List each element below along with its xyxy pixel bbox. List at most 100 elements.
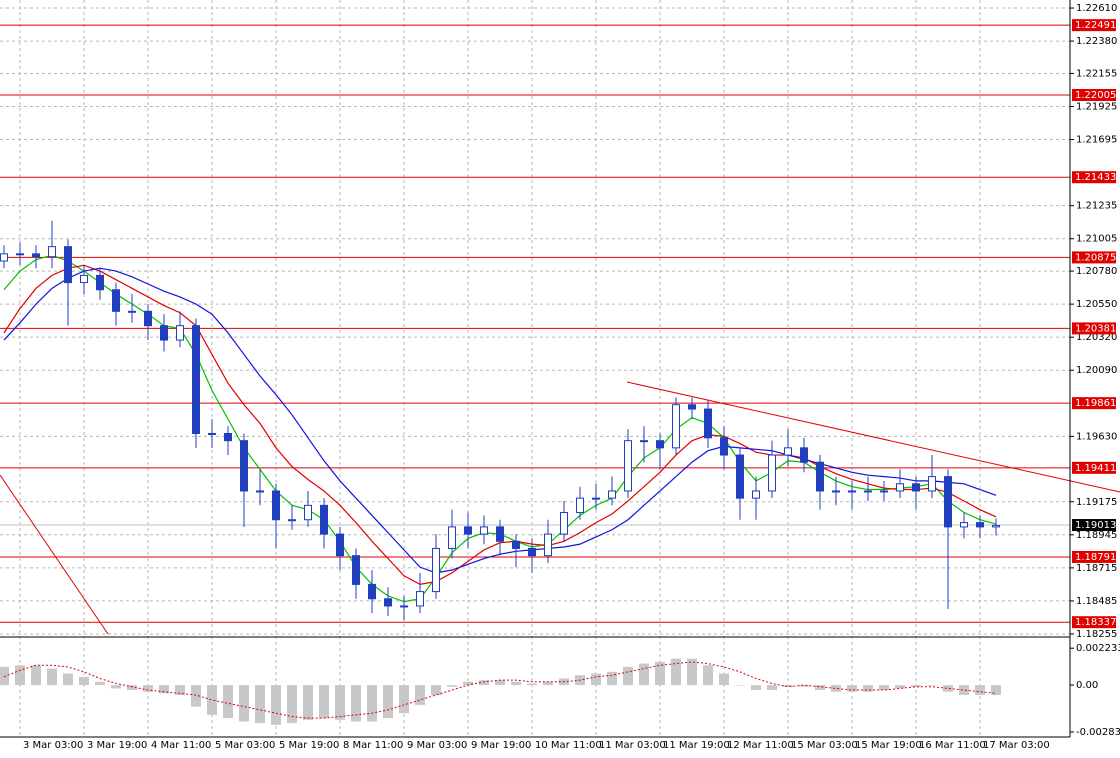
x-tick-label: 5 Mar 19:00	[279, 740, 339, 751]
x-tick-label: 15 Mar 03:00	[791, 740, 858, 751]
histogram-bar	[703, 665, 713, 686]
candle-body	[816, 461, 824, 492]
histogram-bar	[143, 685, 153, 692]
level-label: 1.21433	[1075, 172, 1116, 183]
level-label: 1.19411	[1075, 463, 1116, 474]
candle-body	[224, 432, 232, 442]
candle-body	[128, 310, 136, 313]
histogram-bar	[655, 661, 665, 686]
level-label-box	[1072, 322, 1116, 335]
candle-body	[48, 246, 56, 258]
histogram-bar	[175, 685, 185, 696]
candle-body	[544, 533, 552, 557]
x-tick-label: 11 Mar 03:00	[599, 740, 666, 751]
histogram-bar	[735, 685, 745, 686]
histogram-bar	[831, 685, 841, 692]
candle-body	[928, 476, 936, 492]
candle-body	[448, 526, 456, 549]
level-label: 1.22491	[1075, 20, 1116, 31]
level-label-box	[1072, 616, 1116, 629]
y-tick-label: 1.21235	[1076, 201, 1117, 212]
histogram-bar	[127, 685, 137, 691]
candle-body	[624, 440, 632, 492]
level-label-box	[1072, 171, 1116, 184]
level-label: 1.22005	[1075, 90, 1116, 101]
candle-body	[784, 447, 792, 456]
histogram-bar	[815, 685, 825, 691]
candle-body	[720, 437, 728, 456]
y-tick-label: 1.18255	[1076, 629, 1117, 640]
histogram-bar	[463, 681, 473, 686]
histogram-bar	[319, 685, 329, 719]
candle-body	[960, 522, 968, 528]
candle-body	[240, 440, 248, 492]
candle-body	[256, 490, 264, 493]
histogram-bar	[639, 663, 649, 686]
histogram-bar	[159, 685, 169, 694]
candle-body	[432, 547, 440, 593]
histogram-bar	[719, 673, 729, 686]
histogram-bar	[207, 685, 217, 715]
y-tick-label: 1.22610	[1076, 3, 1117, 14]
candle-body	[704, 408, 712, 439]
histogram-bar	[911, 685, 921, 687]
candle-body	[736, 454, 744, 499]
y-tick-label: 0.002233	[1076, 643, 1120, 654]
x-tick-label: 9 Mar 19:00	[471, 740, 531, 751]
y-tick-label: 1.18945	[1076, 530, 1117, 541]
candle-body	[384, 598, 392, 607]
x-tick-label: 10 Mar 11:00	[535, 740, 602, 751]
y-tick-label: 1.19175	[1076, 497, 1117, 508]
candle-body	[416, 591, 424, 607]
x-tick-label: 8 Mar 11:00	[343, 740, 403, 751]
y-tick-label: 0.00	[1076, 680, 1098, 691]
y-tick-label: 1.20550	[1076, 299, 1117, 310]
level-label-box	[1072, 89, 1116, 102]
histogram-bar	[0, 666, 9, 686]
candle-body	[672, 404, 680, 449]
histogram-bar	[495, 680, 505, 686]
y-tick-label: 1.18485	[1076, 596, 1117, 607]
candle-body	[864, 490, 872, 493]
y-tick-label: 1.20090	[1076, 365, 1117, 376]
candle-body	[80, 274, 88, 284]
histogram-bar	[15, 665, 25, 686]
histogram-bar	[959, 685, 969, 696]
candle-body	[272, 490, 280, 521]
histogram-bar	[287, 685, 297, 724]
candle-body	[848, 490, 856, 493]
candle-body	[16, 253, 24, 256]
x-tick-label: 11 Mar 19:00	[663, 740, 730, 751]
candle-body	[352, 555, 360, 585]
candle-body	[976, 522, 984, 528]
candle-body	[832, 490, 840, 493]
histogram-bar	[271, 685, 281, 725]
candle-body	[576, 497, 584, 514]
candle-body	[0, 253, 8, 262]
candle-body	[992, 524, 1000, 528]
histogram-bar	[687, 658, 697, 686]
histogram-bar	[111, 685, 121, 689]
histogram-bar	[863, 685, 873, 692]
candle-body	[288, 519, 296, 522]
histogram-bar	[31, 665, 41, 686]
level-label: 1.20381	[1075, 323, 1116, 334]
histogram-bar	[447, 685, 457, 687]
candle-body	[368, 583, 376, 600]
candle-body	[688, 404, 696, 410]
candle-body	[320, 504, 328, 535]
level-label-box	[1072, 397, 1116, 410]
candle-body	[304, 504, 312, 521]
histogram-bar	[47, 668, 57, 686]
histogram-bar	[223, 685, 233, 719]
x-tick-label: 3 Mar 19:00	[87, 740, 147, 751]
histogram-bar	[95, 681, 105, 686]
candle-body	[512, 540, 520, 549]
x-tick-label: 3 Mar 03:00	[23, 740, 83, 751]
histogram-bar	[239, 685, 249, 722]
histogram-bar	[351, 685, 361, 722]
candle-body	[208, 432, 216, 435]
x-tick-label: 16 Mar 11:00	[919, 740, 986, 751]
